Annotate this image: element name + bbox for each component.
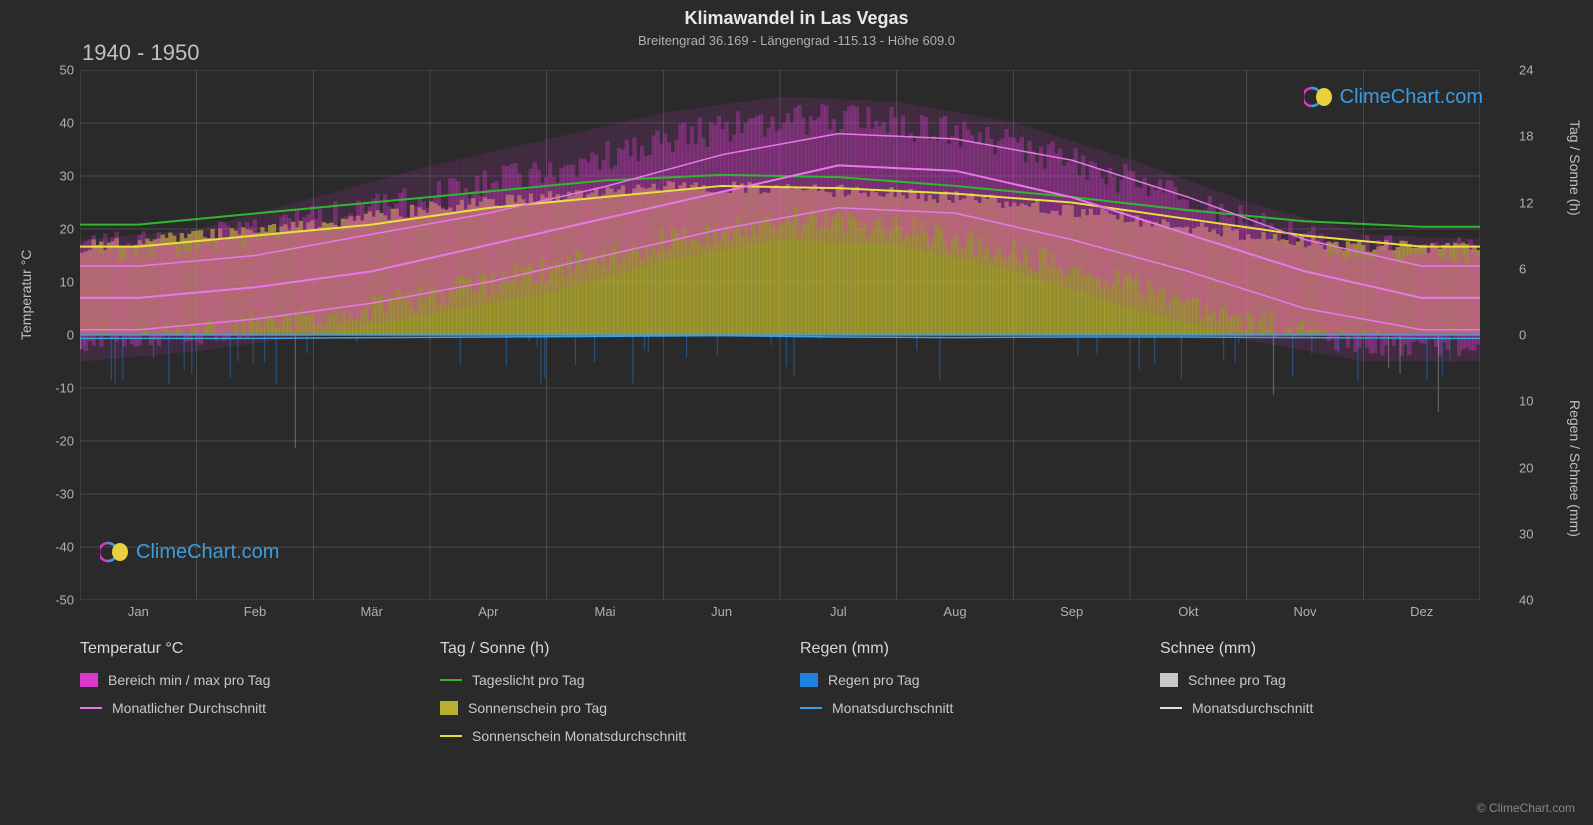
legend-item: Sonnenschein pro Tag bbox=[440, 700, 760, 716]
chart-title: Klimawandel in Las Vegas bbox=[0, 0, 1593, 29]
x-tick-month: Aug bbox=[943, 604, 966, 619]
y-tick-right-top: 12 bbox=[1519, 195, 1533, 210]
legend-header: Temperatur °C bbox=[80, 640, 400, 658]
x-tick-month: Mär bbox=[360, 604, 382, 619]
x-tick-month: Jun bbox=[711, 604, 732, 619]
watermark-text: ClimeChart.com bbox=[136, 541, 279, 564]
legend-item: Monatsdurchschnitt bbox=[1160, 700, 1480, 716]
y-tick-left: -10 bbox=[55, 381, 74, 396]
y-tick-right-bottom: 30 bbox=[1519, 526, 1533, 541]
legend-line-icon bbox=[800, 707, 822, 709]
y-tick-right-top: 6 bbox=[1519, 261, 1526, 276]
legend-label: Monatsdurchschnitt bbox=[832, 700, 953, 716]
legend-header: Schnee (mm) bbox=[1160, 640, 1480, 658]
y-tick-left: -20 bbox=[55, 434, 74, 449]
legend-label: Regen pro Tag bbox=[828, 672, 920, 688]
legend-swatch-icon bbox=[800, 673, 818, 687]
legend-item: Sonnenschein Monatsdurchschnitt bbox=[440, 728, 760, 744]
legend-item: Bereich min / max pro Tag bbox=[80, 672, 400, 688]
y-axis-left-label: Temperatur °C bbox=[18, 250, 34, 340]
x-axis: Jan Feb Mär Apr Mai Jun Jul Aug Sep Okt Nov Dez bbox=[80, 604, 1480, 624]
legend-column-temp: Temperatur °C Bereich min / max pro Tag Mo… bbox=[80, 640, 400, 756]
legend-label: Tageslicht pro Tag bbox=[472, 672, 585, 688]
y-tick-left: 10 bbox=[60, 275, 74, 290]
legend-item: Schnee pro Tag bbox=[1160, 672, 1480, 688]
x-tick-month: Feb bbox=[244, 604, 266, 619]
legend-swatch-icon bbox=[80, 673, 98, 687]
y-tick-left: 20 bbox=[60, 222, 74, 237]
legend-label: Monatsdurchschnitt bbox=[1192, 700, 1313, 716]
legend-label: Bereich min / max pro Tag bbox=[108, 672, 270, 688]
watermark-bottom: ClimeChart.com bbox=[100, 540, 279, 564]
legend-line-icon bbox=[1160, 707, 1182, 709]
y-axis-left: 50403020100-10-20-30-40-50 bbox=[48, 70, 78, 600]
y-tick-left: 40 bbox=[60, 116, 74, 131]
chart-subtitle: Breitengrad 36.169 - Längengrad -115.13 … bbox=[0, 29, 1593, 48]
legend-column-rain: Regen (mm) Regen pro Tag Monatsdurchschnit… bbox=[800, 640, 1120, 756]
legend-header: Tag / Sonne (h) bbox=[440, 640, 760, 658]
climechart-logo-icon bbox=[100, 540, 130, 564]
legend-item: Monatsdurchschnitt bbox=[800, 700, 1120, 716]
legend-item: Regen pro Tag bbox=[800, 672, 1120, 688]
y-tick-right-top: 18 bbox=[1519, 129, 1533, 144]
chart-plot-area bbox=[80, 70, 1480, 600]
y-tick-left: -30 bbox=[55, 487, 74, 502]
period-label: 1940 - 1950 bbox=[82, 40, 199, 66]
y-tick-right-bottom: 40 bbox=[1519, 593, 1533, 608]
x-tick-month: Sep bbox=[1060, 604, 1083, 619]
x-tick-month: Okt bbox=[1178, 604, 1198, 619]
x-tick-month: Jan bbox=[128, 604, 149, 619]
legend-label: Schnee pro Tag bbox=[1188, 672, 1286, 688]
legend-swatch-icon bbox=[440, 701, 458, 715]
y-tick-right-bottom: 20 bbox=[1519, 460, 1533, 475]
x-tick-month: Dez bbox=[1410, 604, 1433, 619]
y-tick-left: 30 bbox=[60, 169, 74, 184]
x-tick-month: Nov bbox=[1293, 604, 1316, 619]
y-tick-left: -50 bbox=[55, 593, 74, 608]
y-axis-right-bottom-label: Regen / Schnee (mm) bbox=[1567, 400, 1583, 537]
y-axis-right-top: 24181260 bbox=[1515, 70, 1545, 335]
x-tick-month: Mai bbox=[595, 604, 616, 619]
legend-column-sun: Tag / Sonne (h) Tageslicht pro Tag Sonnens… bbox=[440, 640, 760, 756]
y-tick-left: 50 bbox=[60, 63, 74, 78]
legend-header: Regen (mm) bbox=[800, 640, 1120, 658]
y-tick-right-top: 24 bbox=[1519, 63, 1533, 78]
y-tick-right-bottom: 10 bbox=[1519, 394, 1533, 409]
y-axis-right-bottom: 10203040 bbox=[1515, 335, 1545, 600]
x-tick-month: Jul bbox=[830, 604, 847, 619]
x-tick-month: Apr bbox=[478, 604, 498, 619]
legend-swatch-icon bbox=[1160, 673, 1178, 687]
climechart-logo-icon bbox=[1304, 85, 1334, 109]
y-tick-left: 0 bbox=[67, 328, 74, 343]
legend-line-icon bbox=[80, 707, 102, 709]
legend-item: Tageslicht pro Tag bbox=[440, 672, 760, 688]
watermark-text: ClimeChart.com bbox=[1340, 86, 1483, 109]
legend-label: Sonnenschein Monatsdurchschnitt bbox=[472, 728, 686, 744]
legend-item: Monatlicher Durchschnitt bbox=[80, 700, 400, 716]
legend: Temperatur °C Bereich min / max pro Tag Mo… bbox=[80, 640, 1480, 756]
legend-line-icon bbox=[440, 679, 462, 681]
legend-line-icon bbox=[440, 735, 462, 737]
copyright: © ClimeChart.com bbox=[1477, 801, 1575, 815]
legend-label: Sonnenschein pro Tag bbox=[468, 700, 607, 716]
legend-label: Monatlicher Durchschnitt bbox=[112, 700, 266, 716]
y-tick-left: -40 bbox=[55, 540, 74, 555]
watermark-top: ClimeChart.com bbox=[1304, 85, 1483, 109]
legend-column-snow: Schnee (mm) Schnee pro Tag Monatsdurchschn… bbox=[1160, 640, 1480, 756]
y-axis-right-top-label: Tag / Sonne (h) bbox=[1567, 120, 1583, 216]
